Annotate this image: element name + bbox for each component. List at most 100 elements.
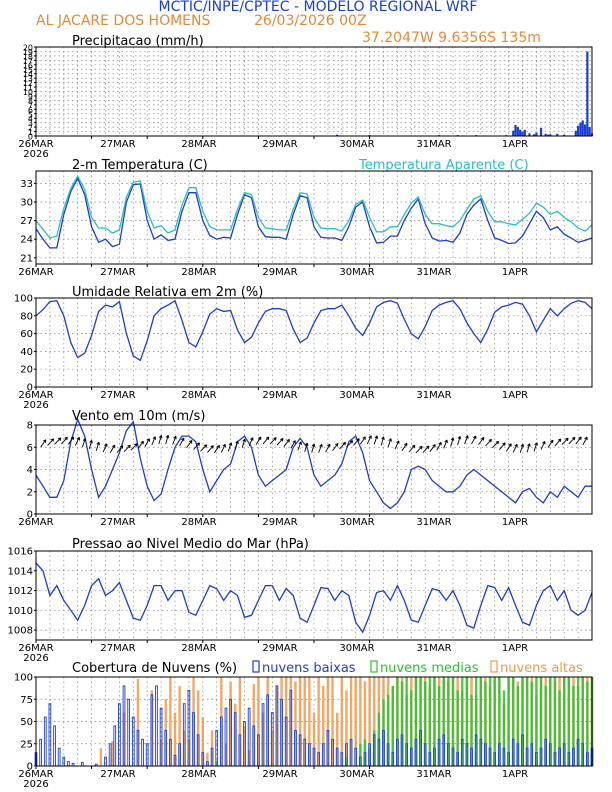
cloud-bar-low (155, 685, 158, 767)
wind-arrow (422, 445, 430, 453)
wind-arrow-head (228, 442, 233, 446)
pressure-ytick-label: 1014 (8, 566, 33, 577)
cloud-bar-mid (456, 690, 459, 766)
cloud-bar-mid (581, 677, 584, 766)
wind-arrow-head (70, 436, 75, 440)
cloud-bar-mid (419, 677, 422, 766)
cloud-bar-mid (512, 677, 515, 766)
wind-arrow-head (216, 444, 220, 449)
wind-arrow-head (127, 444, 131, 449)
cloud-bar-mid (549, 677, 552, 766)
cloud-bar-mid (345, 757, 348, 766)
wind-arrow (68, 436, 74, 445)
pressure-xtick-label: 28MAR (181, 643, 216, 654)
cloud-bar-high (317, 677, 320, 766)
cloud-bar-mid (391, 685, 394, 766)
clouds-ytick-label: 50 (20, 717, 33, 728)
cloud-bar-high (201, 717, 204, 766)
cloud-bar-mid (382, 699, 385, 766)
wind-arrow (40, 439, 47, 448)
wind-arrow-head (368, 435, 372, 439)
wind-ytick-label: 4 (27, 465, 33, 476)
wind-arrow-head (165, 434, 170, 439)
precip-bar (563, 134, 566, 136)
wind-arrow (339, 442, 346, 450)
precip-bar (532, 134, 536, 136)
cloud-bar-high (243, 725, 246, 766)
wind-arrow (582, 436, 588, 446)
wind-arrow (269, 437, 277, 445)
cloud-bar-high (187, 739, 191, 766)
wind-arrow (227, 442, 232, 452)
cloud-bar-mid (563, 677, 566, 766)
temp-xtick-label: 26MAR (18, 267, 53, 278)
wind-arrow (200, 444, 208, 452)
cloud-bar-high (247, 749, 251, 766)
wind-frame (35, 424, 593, 515)
wind-arrow (478, 437, 485, 445)
clouds-xtick-label: 31MAR (416, 769, 451, 780)
wind-arrow-head (104, 443, 108, 447)
cloud-bar-high (206, 752, 209, 766)
temp-ytick-label: 21 (20, 253, 33, 264)
wind-arrow-head (396, 440, 400, 444)
rh-ytick-label: 60 (20, 329, 33, 340)
wind-arrow (207, 445, 214, 453)
clouds-xtick-label: 1APR (502, 769, 528, 780)
wind-xtick-label: 1APR (502, 517, 528, 528)
header-run: 26/03/2026 00Z (254, 13, 367, 29)
cloud-bar-high (368, 677, 371, 766)
wind-arrow (193, 442, 200, 450)
wind-arrow (116, 445, 124, 453)
cloud-bar-mid (470, 694, 473, 766)
precip-xtick-label: 28MAR (181, 139, 216, 150)
wind-arrow-head (304, 442, 309, 447)
clouds-ytick-label: 75 (20, 695, 33, 706)
cloud-bar-high (196, 690, 200, 766)
wind-arrow (318, 444, 323, 453)
wind-arrow-head (96, 441, 100, 446)
cloud-bar-mid (521, 677, 524, 766)
cloud-bar-high (312, 712, 316, 766)
cloud-bar-low (39, 738, 42, 767)
precip-ytick-label: 10 (23, 88, 33, 97)
cloud-bar-high (373, 677, 376, 766)
precip-ytick-label: 7 (28, 101, 33, 110)
cloud-bar-mid (535, 677, 538, 766)
cloud-bar-mid (516, 685, 520, 766)
cloud-bar-high (308, 677, 311, 766)
wind-arrow-head (319, 443, 323, 448)
clouds-xtick-label: 30MAR (339, 769, 374, 780)
wind-arrow-head (210, 445, 214, 449)
temp-title: 2-m Temperatura (C) (72, 158, 208, 173)
wind-arrow-head (311, 443, 316, 448)
cloud-bar-mid (474, 677, 478, 766)
wind-arrow (554, 438, 562, 447)
wind-arrow-head (356, 438, 360, 442)
cloud-bar-mid (368, 748, 371, 766)
clouds-ytick-label: 0 (27, 762, 33, 773)
wind-arrow (540, 441, 546, 450)
temp-ytick-label: 33 (20, 179, 33, 190)
wind-arrow (450, 437, 454, 447)
wind-arrow (74, 437, 80, 446)
wind-arrow-head (419, 445, 423, 450)
wind-arrow-head (112, 444, 116, 449)
wind-arrow (415, 445, 423, 454)
precip-ytick-label: 20 (23, 44, 33, 53)
precip-bar (336, 134, 339, 136)
precip-ytick-label: 12 (23, 79, 33, 88)
wind-arrow-head (542, 441, 546, 445)
cloud-bar-high (169, 677, 172, 766)
precip-ytick-label: 4 (28, 115, 33, 124)
rh-xtick-label: 30MAR (339, 390, 374, 401)
precip-ytick-label: 0 (28, 133, 33, 142)
cloud-bar-high (326, 677, 330, 766)
rh-xtick-label: 1APR (502, 390, 528, 401)
wind-arrow (519, 444, 524, 453)
precip-bar (574, 130, 577, 136)
cloud-bar-mid (428, 677, 432, 766)
temp-ytick-label: 24 (20, 235, 33, 246)
